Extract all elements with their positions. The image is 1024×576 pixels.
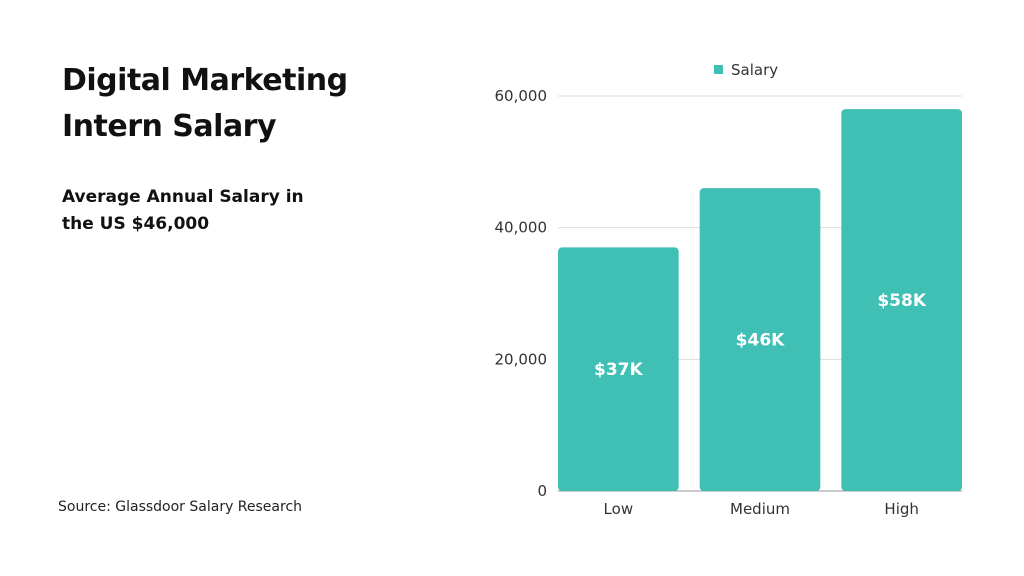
x-tick-label: High [884,500,918,518]
x-tick-label: Low [604,500,634,518]
y-tick-label: 0 [537,482,547,500]
source-note: Source: Glassdoor Salary Research [58,499,303,515]
title-line-1: Digital Marketing [62,63,348,98]
legend-swatch [714,65,723,74]
chart-title: Digital Marketing Intern Salary [62,58,348,150]
y-tick-label: 20,000 [495,350,548,368]
data-label: $37K [594,360,643,380]
legend-label: Salary [731,61,778,79]
y-tick-label: 60,000 [495,87,548,105]
data-label: $46K [736,331,785,351]
chart-subtitle: Average Annual Salary in the US $46,000 [62,187,304,234]
title-line-2: Intern Salary [62,109,277,144]
data-label: $58K [877,291,926,311]
bar-high [841,109,962,492]
x-tick-label: Medium [730,500,790,518]
bar-medium [699,188,821,491]
y-tick-label: 40,000 [495,219,548,237]
bar-low [558,247,679,491]
